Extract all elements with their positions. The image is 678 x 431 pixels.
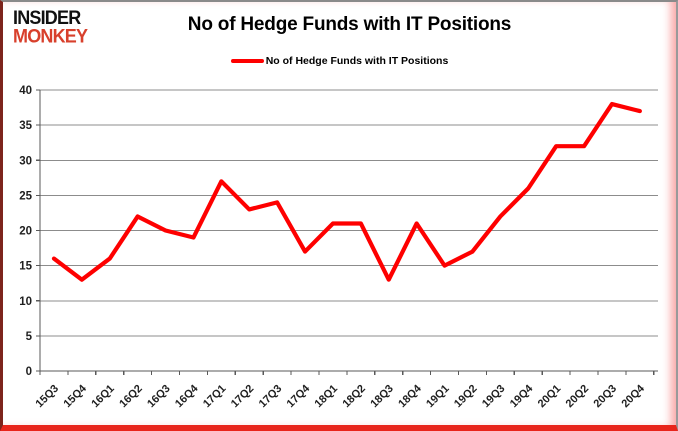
y-axis-label: 5 — [26, 331, 33, 343]
x-axis-label: 16Q3 — [145, 383, 173, 411]
x-axis-label: 15Q4 — [61, 382, 89, 410]
insider-monkey-logo: INSIDER MONKEY — [13, 6, 88, 47]
y-axis-label: 20 — [19, 226, 32, 238]
x-axis-label: 16Q1 — [89, 383, 117, 411]
legend-line-swatch — [230, 59, 264, 63]
logo-line-insider: INSIDER — [13, 6, 81, 29]
chart-svg: 0 5 10 15 20 25 30 35 40 15Q3 15Q4 16Q1 16Q2 16Q3 16Q4… — [19, 85, 658, 411]
x-axis-label: 17Q3 — [257, 383, 285, 411]
x-axis-label: 18Q2 — [340, 383, 368, 411]
x-axis-label: 19Q4 — [508, 382, 536, 410]
y-axis-label: 25 — [19, 190, 32, 202]
x-axis-label: 17Q2 — [229, 383, 257, 411]
x-axis-label: 16Q2 — [117, 383, 145, 411]
data-series-line — [51, 101, 642, 282]
x-axis-label: 20Q2 — [564, 383, 592, 411]
x-axis-label: 18Q4 — [396, 382, 424, 410]
logo-line-monkey: MONKEY — [13, 24, 88, 47]
x-axis-label: 16Q4 — [173, 382, 201, 410]
x-axis-label: 19Q2 — [452, 383, 480, 411]
x-axis-label: 20Q4 — [619, 382, 647, 410]
legend-label: No of Hedge Funds with IT Positions — [265, 55, 449, 67]
x-axis-label: 19Q3 — [480, 383, 508, 411]
y-axis-label: 40 — [19, 85, 32, 97]
chart-header: INSIDER MONKEY No of Hedge Funds with IT… — [3, 2, 676, 74]
y-axis-label: 10 — [19, 296, 32, 308]
x-axis-label: 17Q1 — [201, 383, 229, 411]
chart-legend: No of Hedge Funds with IT Positions — [3, 55, 676, 67]
y-axis-label: 30 — [19, 155, 32, 167]
x-axis-label: 18Q1 — [313, 383, 341, 411]
chart-title: No of Hedge Funds with IT Positions — [187, 14, 512, 35]
x-axis-label: 19Q1 — [424, 383, 452, 411]
y-axis-label: 35 — [19, 120, 32, 132]
x-axis-label: 15Q3 — [34, 383, 62, 411]
y-axis-label: 15 — [19, 261, 32, 273]
x-axis-label: 20Q3 — [592, 383, 620, 411]
y-axis-label: 0 — [26, 366, 32, 378]
x-axis-label: 17Q4 — [285, 382, 313, 410]
x-axis-label: 18Q3 — [368, 383, 396, 411]
x-axis-label: 20Q1 — [536, 383, 564, 411]
